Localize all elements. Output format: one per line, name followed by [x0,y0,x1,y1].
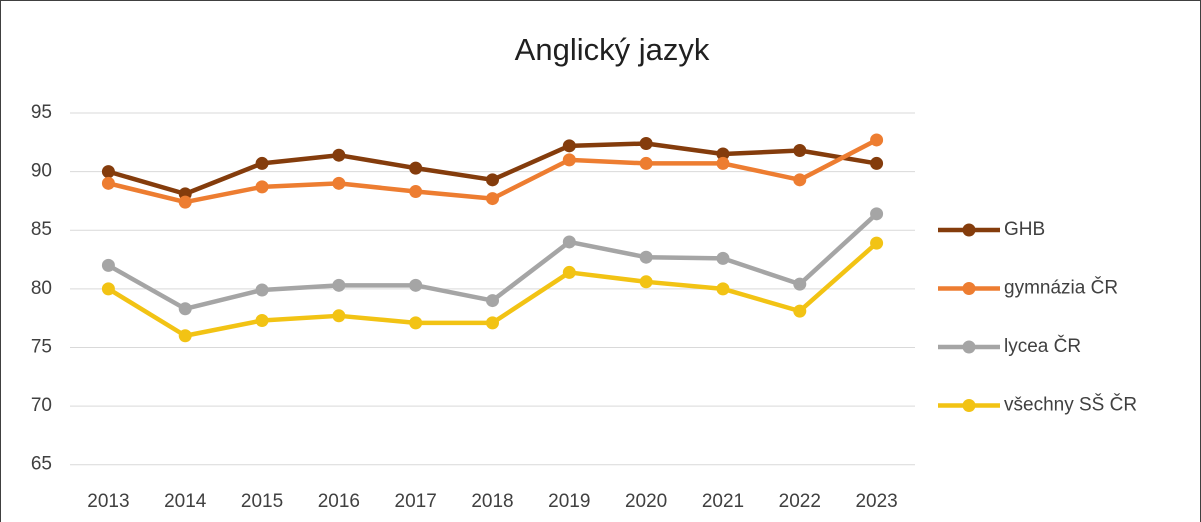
data-point [486,294,499,308]
data-point [409,278,423,292]
x-tick-label: 2014 [164,491,207,512]
data-point [332,309,346,323]
data-point [793,173,807,187]
x-tick-label: 2016 [318,491,360,512]
x-tick-label: 2022 [779,491,821,512]
x-tick-label: 2018 [471,491,513,512]
y-tick-label: 85 [31,219,52,240]
data-point [101,258,115,272]
chart-title: Anglický jazyk [515,32,710,67]
data-point [716,147,730,161]
data-point [870,156,884,170]
data-point [639,275,653,289]
data-point [716,156,730,170]
legend-marker [962,340,976,354]
data-point [562,153,576,167]
data-point [639,156,653,170]
data-point [255,313,269,327]
data-point [639,250,653,264]
data-point [870,133,884,147]
data-point [101,176,115,190]
data-point [178,195,192,209]
legend-marker [962,223,976,237]
x-tick-label: 2021 [702,491,744,512]
data-point [716,282,730,296]
y-tick-label: 75 [31,336,52,357]
x-tick-label: 2019 [548,491,590,512]
data-point [409,161,423,175]
data-point [178,302,192,316]
legend-label: všechny SŠ ČR [1004,394,1137,416]
data-point [486,316,499,330]
legend-marker [962,282,976,295]
data-point [793,304,807,318]
legend-label: GHB [1004,219,1045,240]
data-point [562,139,576,153]
data-point [255,283,269,297]
data-point [793,144,807,158]
data-point [255,156,269,170]
y-tick-label: 95 [31,102,52,123]
y-tick-label: 70 [31,395,52,416]
data-point [793,277,807,291]
data-point [562,235,576,249]
legend-label: gymnázia ČR [1004,277,1118,299]
data-point [870,236,884,250]
data-point [486,192,499,206]
data-point [409,316,423,330]
data-point [716,251,730,265]
x-tick-label: 2020 [625,491,667,512]
data-point [332,278,346,292]
data-point [178,329,192,343]
y-tick-label: 90 [31,161,52,182]
data-point [332,148,346,162]
y-tick-label: 65 [31,454,52,475]
data-point [332,176,346,190]
data-point [255,180,269,194]
legend-marker [962,399,976,412]
x-tick-label: 2017 [395,491,437,512]
data-point [562,265,576,279]
data-point [409,185,423,199]
x-tick-label: 2023 [855,491,897,512]
x-tick-label: 2015 [241,491,283,512]
data-point [639,136,653,150]
data-point [870,207,884,221]
y-tick-label: 80 [31,278,52,299]
data-point [486,173,499,187]
data-point [101,282,115,296]
x-tick-label: 2013 [87,491,129,512]
data-point [101,165,115,179]
legend-label: lycea ČR [1004,335,1081,357]
